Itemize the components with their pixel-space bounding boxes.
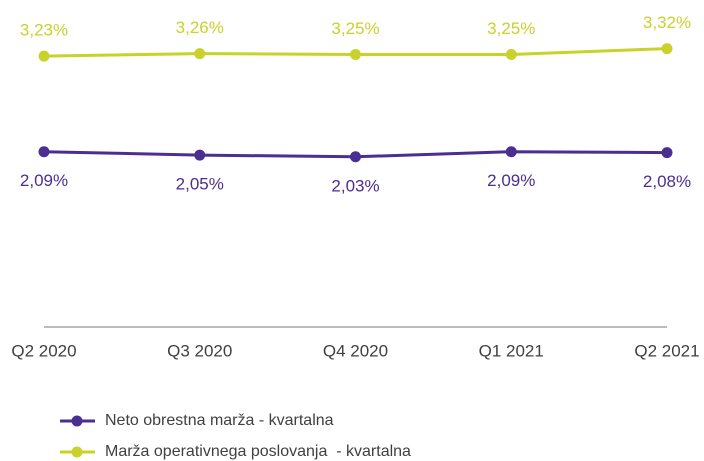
data-point [661,43,673,55]
data-label: 2,03% [331,176,379,195]
x-tick-label: Q4 2020 [323,341,388,360]
data-point [350,151,361,163]
x-tick-label: Q1 2021 [479,341,544,360]
data-point [194,149,206,161]
data-label: 2,09% [20,171,68,190]
legend-marker [71,446,83,458]
x-tick-label: Q2 2021 [634,341,699,360]
data-point [505,146,517,158]
x-tick-label: Q2 2020 [11,341,76,360]
data-label: 3,26% [176,18,224,37]
x-tick-label: Q3 2020 [167,341,232,360]
data-label: 3,25% [487,19,535,38]
data-point [38,50,50,62]
data-label: 3,25% [331,19,379,38]
data-label: 2,08% [643,172,691,191]
data-label: 2,09% [487,171,535,190]
legend-label: Marža operativnega poslovanja - kvartaln… [105,443,411,460]
data-label: 3,23% [20,21,68,40]
data-label: 2,05% [176,175,224,194]
data-point [661,147,673,159]
data-point [505,48,517,60]
data-label: 3,32% [643,13,691,32]
legend-label: Neto obrestna marža - kvartalna [105,412,334,429]
legend-marker [71,415,83,427]
data-point [194,48,206,60]
data-point [350,48,361,60]
data-point [38,146,50,158]
